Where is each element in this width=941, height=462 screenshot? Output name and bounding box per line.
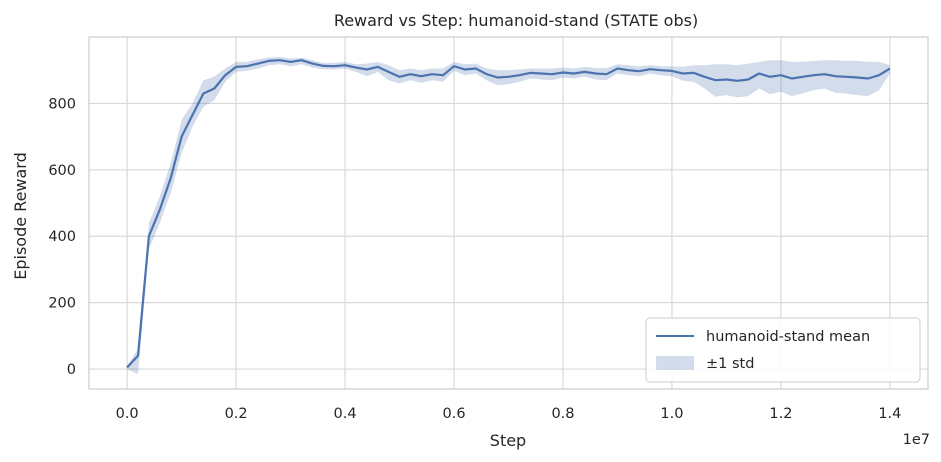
x-tick-label: 1.0 xyxy=(660,406,683,422)
y-tick-label: 800 xyxy=(48,96,76,112)
legend-std-label: ±1 std xyxy=(706,356,754,372)
y-axis-label: Episode Reward xyxy=(11,152,30,280)
x-tick-label: 0.6 xyxy=(442,406,465,422)
legend-box xyxy=(645,317,921,383)
y-tick-label: 200 xyxy=(48,296,76,312)
x-tick-label: 0.0 xyxy=(116,406,139,422)
chart-title: Reward vs Step: humanoid-stand (STATE ob… xyxy=(334,11,698,30)
y-tick-label: 0 xyxy=(67,362,76,378)
x-tick-label: 0.4 xyxy=(334,406,357,422)
mean-line xyxy=(126,59,891,369)
x-tick-label: 0.2 xyxy=(225,406,248,422)
y-tick-label: 400 xyxy=(48,229,76,245)
plot-frame xyxy=(88,36,929,390)
x-tick-label: 1.2 xyxy=(769,406,792,422)
x-axis-offset: 1e7 xyxy=(903,432,930,448)
legend-std-swatch xyxy=(656,356,694,370)
y-axis-ticks: 0 200 400 600 800 xyxy=(48,96,76,378)
legend: humanoid-stand mean ±1 std xyxy=(645,317,921,383)
grid-lines xyxy=(89,37,928,389)
legend-mean-label: humanoid-stand mean xyxy=(706,329,870,345)
x-axis-label: Step xyxy=(490,431,526,450)
y-tick-label: 600 xyxy=(48,163,76,179)
x-tick-label: 1.4 xyxy=(878,406,901,422)
x-tick-label: 0.8 xyxy=(551,406,574,422)
std-band xyxy=(127,56,890,375)
x-axis-ticks: 0.0 0.2 0.4 0.6 0.8 1.0 1.2 1.4 xyxy=(116,406,902,422)
